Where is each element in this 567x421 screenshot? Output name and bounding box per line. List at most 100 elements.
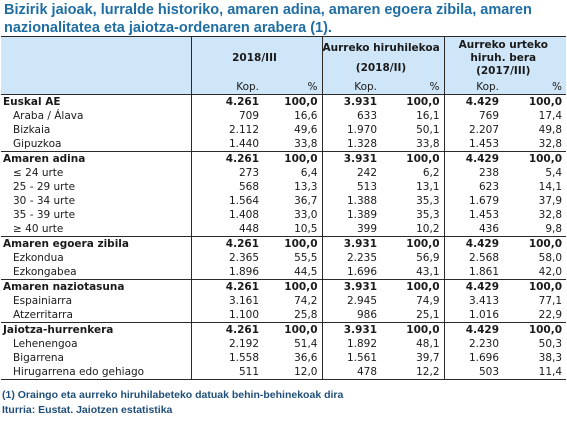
table-row: Amaren egoera zibila 4.261 100,0 3.931 100,0… [1,236,567,251]
subheader-blank [1,79,191,95]
cell-percent: 16,1 [416,110,440,122]
cell-percent: 13,3 [294,181,318,193]
cell-percent: 56,9 [416,252,440,264]
header-blank [1,36,191,79]
row-label: Atzerritarra [13,309,73,321]
table-row: Euskal AE 4.261 100,0 3.931 100,0 4.429 100,0 [1,94,567,109]
cell-percent: 32,8 [538,209,563,221]
cell-count: 3.931 [321,279,381,294]
cell-count: 503 [443,365,504,380]
table-row: Amaren naziotasuna 4.261 100,0 3.931 100,0 4.… [1,279,567,294]
cell-count: 709 [190,109,263,123]
cell-percent: 100,0 [503,322,567,337]
cell-count: 436 [443,222,504,237]
cell-count: 986 [321,308,381,323]
cell-percent: 9,8 [545,223,563,235]
table-row: Jaiotza-hurrenkera 4.261 100,0 3.931 100,0 4.… [1,322,567,337]
cell-percent: 10,5 [294,223,318,235]
cell-count: 4.429 [443,151,504,166]
row-label: Amaren egoera zibila [1,236,191,251]
cell-count: 1.696 [443,351,504,365]
cell-percent: 77,1 [538,295,563,307]
cell-percent: 38,3 [538,352,563,364]
cell-count: 2.235 [321,251,381,265]
header-previous-quarter-line1: Aurreko hiruhilekoa [322,41,440,54]
cell-percent: 11,4 [503,365,567,380]
cell-count: 2.192 [190,337,263,351]
cell-count: 513 [321,180,381,194]
cell-percent: 35,3 [416,195,440,207]
cell-count: 2.945 [321,294,381,308]
cell-count: 1.440 [190,137,263,152]
cell-percent: 42,0 [538,266,563,278]
cell-count: 2.568 [443,251,504,265]
cell-count: 2.207 [443,123,504,137]
table-row: 35 - 39 urte 1.408 33,0 1.389 35,3 1.453 32,8 [1,208,566,222]
row-label: Amaren naziotasuna [1,279,191,294]
row-label: Hirugarrena edo gehiago [1,365,191,380]
header-period-previous-quarter: Aurreko hiruhilekoa (2018/II) [321,36,445,79]
cell-count: 1.453 [443,137,504,152]
row-label: 35 - 39 urte [13,209,76,221]
header-previous-quarter-line2: (2018/II) [355,61,407,74]
cell-percent: 50,3 [538,338,563,350]
table-row: ≥ 40 urte 448 10,5 399 10,2 436 9,8 [1,222,566,237]
cell-count: 4.429 [443,94,504,109]
cell-percent: 100,0 [263,322,322,337]
cell-percent: 50,1 [416,124,440,136]
subheader-pct-1: % [263,79,322,95]
cell-percent: 51,4 [294,338,318,350]
table-row: Espainiarra 3.161 74,2 2.945 74,9 3.413 77,1 [1,294,566,308]
cell-count: 1.389 [321,208,381,222]
cell-count: 4.261 [190,236,263,251]
row-label: Euskal AE [1,94,191,109]
cell-count: 2.230 [443,337,504,351]
subheader-kop-2: Kop. [321,79,381,95]
cell-percent: 25,8 [294,309,318,321]
cell-percent: 100,0 [263,279,322,294]
table-row: Araba / Álava 709 16,6 633 16,1 769 17,4 [1,109,566,123]
cell-percent: 32,8 [538,138,563,150]
cell-percent: 74,2 [294,295,318,307]
cell-percent: 100,0 [381,279,445,294]
subheader-pct-2: % [381,79,445,95]
row-label: 25 - 29 urte [13,181,76,193]
cell-count: 273 [190,166,263,180]
row-label: Gipuzkoa [13,138,62,150]
cell-count: 1.561 [321,351,381,365]
cell-count: 3.161 [190,294,263,308]
cell-count: 242 [321,166,381,180]
cell-percent: 100,0 [263,94,322,109]
cell-percent: 100,0 [263,236,322,251]
cell-percent: 6,4 [300,167,318,179]
cell-percent: 33,0 [294,209,318,221]
cell-percent: 14,1 [538,181,563,193]
header-previous-year-line2: hiruh. bera [470,51,537,64]
footnote: (1) Oraingo eta aurreko hiruhilabeteko d… [2,389,344,401]
cell-count: 4.429 [443,279,504,294]
cell-count: 1.100 [190,308,263,323]
cell-count: 1.408 [190,208,263,222]
row-label: Ezkondua [13,252,64,264]
source-note: Iturria: Eustat. Jaiotzen estatistika [2,404,173,416]
cell-percent: 36,6 [294,352,318,364]
row-label: 30 - 34 urte [13,195,76,207]
header-previous-year-line3: (2017/III) [476,64,531,77]
subheader-kop-1: Kop. [190,79,263,95]
cell-percent: 33,8 [294,138,318,150]
cell-count: 1.558 [190,351,263,365]
table-row: Bizkaia 2.112 49,6 1.970 50,1 2.207 49,8 [1,123,566,137]
table-row: 25 - 29 urte 568 13,3 513 13,1 623 14,1 [1,180,566,194]
cell-percent: 49,6 [294,124,318,136]
cell-count: 2.112 [190,123,263,137]
row-label: Amaren adina [1,151,191,166]
cell-percent: 100,0 [381,151,445,166]
cell-percent: 48,1 [416,338,440,350]
cell-percent: 6,2 [422,167,440,179]
cell-count: 1.892 [321,337,381,351]
subheader-kop-3: Kop. [443,79,504,95]
births-table: 2018/III Aurreko hiruhilekoa (2018/II) A… [1,36,567,380]
cell-percent: 100,0 [503,94,567,109]
cell-percent: 39,7 [416,352,440,364]
table-row: Lehenengoa 2.192 51,4 1.892 48,1 2.230 50,3 [1,337,566,351]
